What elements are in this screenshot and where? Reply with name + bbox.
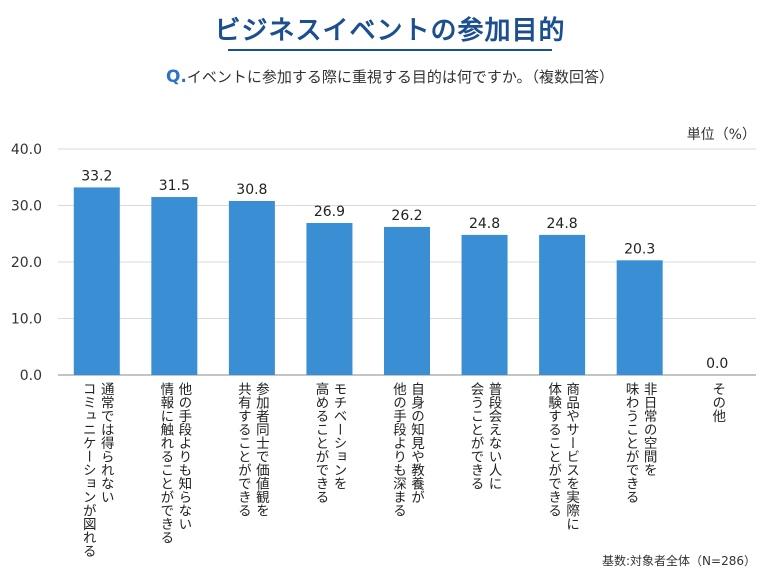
category-label-line: 自身の知見や教養が [408, 382, 424, 504]
question-prefix: Q. [165, 67, 187, 87]
y-tick-label: 0.0 [20, 368, 42, 384]
category-label: 他の手段よりも知らない 情報に触れることができる [156, 382, 192, 544]
data-label: 20.3 [624, 241, 655, 257]
bar [384, 226, 430, 375]
category-label: 参加者同士で価値観を 共有することができる [234, 382, 270, 517]
title-underline [228, 49, 552, 51]
category-label-line: 普段会えない人に [485, 382, 502, 490]
chart-title: ビジネスイベントの参加目的 [214, 16, 566, 46]
category-label-line: モチベーションを [330, 382, 347, 490]
unit-label: 単位（%） [686, 127, 756, 143]
y-tick-label: 30.0 [11, 199, 42, 215]
data-label: 31.5 [159, 178, 190, 194]
category-label-line: 高めることができる [312, 382, 329, 504]
y-tick-label: 20.0 [11, 255, 42, 271]
data-label: 24.8 [547, 216, 578, 232]
category-label-line: 共有することができる [234, 382, 251, 517]
data-label: 26.9 [314, 204, 345, 220]
y-tick-label: 40.0 [11, 142, 42, 158]
data-label: 26.2 [391, 208, 422, 224]
category-label-line: 体験することができる [545, 382, 562, 517]
bar [616, 260, 663, 375]
category-label: モチベーションを 高めることができる [311, 382, 347, 504]
category-label: 通常では得られない コミュニケーションが図れる [79, 382, 115, 558]
question-text: イベントに参加する際に重視する目的は何ですか。（複数回答） [186, 68, 615, 86]
category-label-line: 情報に触れることができる [157, 382, 174, 544]
category-label: 非日常の空間を 味わうことができる [622, 382, 658, 504]
category-label-line: コミュニケーションが図れる [79, 382, 96, 558]
category-label-line: 通常では得られない [97, 382, 114, 504]
bar [151, 197, 198, 375]
category-label-line: 商品やサービスを実際に [563, 382, 580, 531]
y-tick-label: 10.0 [11, 312, 42, 328]
category-label-line: 他の手段よりも深まる [390, 382, 406, 517]
category-label: 普段会えない人に 会うことができる [467, 382, 503, 490]
footnote-base: 基数:対象者全体（N=286） [602, 554, 756, 568]
category-label-line: その他 [709, 382, 726, 423]
category-label: 商品やサービスを実際に 体験することができる [544, 382, 580, 531]
bar [73, 187, 120, 375]
data-label: 24.8 [469, 216, 500, 232]
survey-question: Q.イベントに参加する際に重視する目的は何ですか。（複数回答） [0, 66, 780, 87]
category-label: その他 [708, 382, 726, 423]
bar [228, 200, 275, 375]
category-label-line: 参加者同士で価値観を [252, 382, 269, 517]
data-label: 33.2 [81, 168, 112, 184]
bar [539, 234, 586, 375]
category-label-line: 味わうことができる [622, 382, 639, 504]
bar [461, 234, 508, 375]
data-label: 30.8 [236, 182, 267, 198]
bar [306, 223, 353, 375]
data-label: 0.0 [706, 356, 728, 372]
category-label-line: 非日常の空間を [640, 382, 657, 477]
category-label: 自身の知見や教養が 他の手段よりも深まる [389, 382, 425, 517]
category-label-line: 会うことができる [467, 382, 484, 490]
category-label-line: 他の手段よりも知らない [175, 382, 192, 531]
